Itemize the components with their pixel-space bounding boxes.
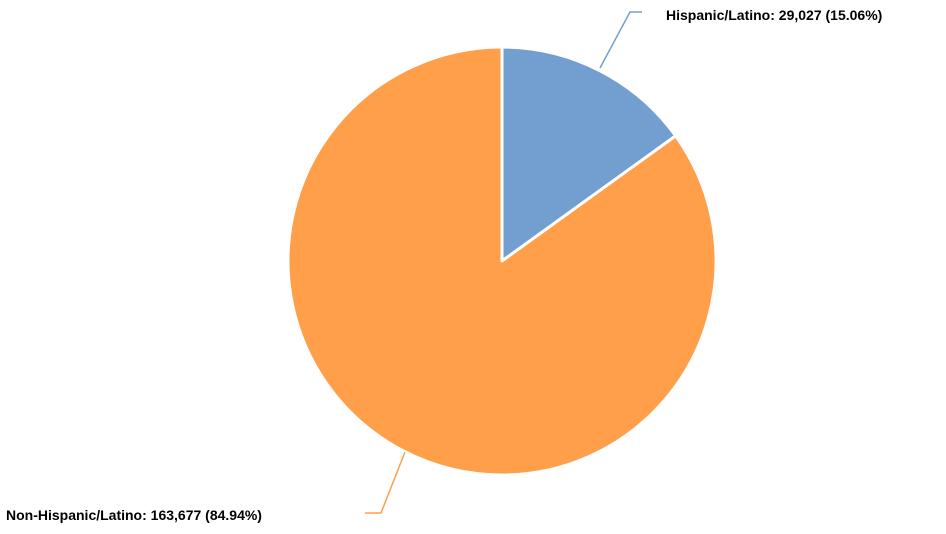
slice-labels: Hispanic/Latino: 29,027 (15.06%) Non-His… bbox=[6, 7, 882, 523]
slice-label-non-hispanic-latino: Non-Hispanic/Latino: 163,677 (84.94%) bbox=[6, 507, 262, 523]
pie-slice-hispanic-latino bbox=[500, 45, 678, 263]
pie-slice-non-hispanic-latino bbox=[286, 45, 718, 477]
leader-lines bbox=[365, 11, 642, 514]
pie-slices bbox=[286, 45, 718, 477]
leader-line-hispanic-latino bbox=[599, 11, 642, 69]
leader-line-non-hispanic-latino bbox=[365, 451, 406, 514]
slice-label-hispanic-latino: Hispanic/Latino: 29,027 (15.06%) bbox=[666, 7, 882, 23]
